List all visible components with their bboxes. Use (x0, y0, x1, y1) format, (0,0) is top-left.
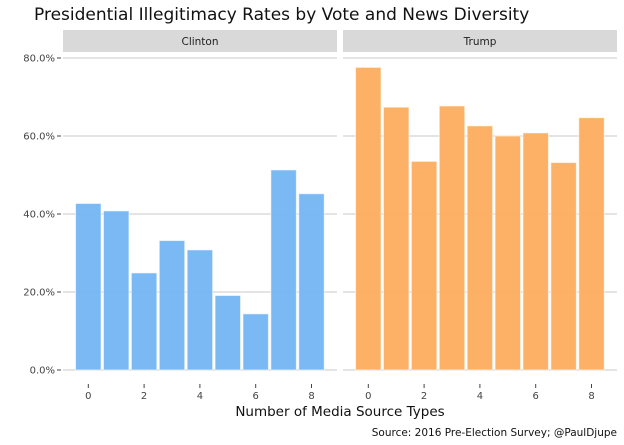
bar (382, 106, 410, 371)
x-tick-label: 4 (197, 391, 203, 402)
bar (410, 160, 438, 371)
y-tick-label: 40.0% (23, 210, 55, 221)
facet-strip-label: Clinton (181, 36, 218, 48)
bar (550, 162, 577, 371)
facet-strip-label: Trump (463, 36, 497, 48)
x-tick-label: 8 (588, 391, 594, 402)
x-tick-label: 6 (253, 391, 259, 402)
bar (130, 272, 158, 371)
chart-title: Presidential Illegitimacy Rates by Vote … (34, 5, 529, 25)
y-tick-label: 0.0% (30, 366, 55, 377)
bar (494, 135, 522, 371)
bar (102, 210, 130, 371)
bar (214, 295, 242, 371)
bar (355, 66, 382, 371)
x-tick-label: 6 (533, 391, 539, 402)
x-tick-label: 2 (421, 391, 427, 402)
y-tick-label: 60.0% (23, 132, 55, 143)
bar (578, 117, 605, 371)
bar (466, 125, 494, 371)
facet-strip (343, 30, 617, 52)
x-tick-label: 4 (477, 391, 483, 402)
bar (270, 169, 297, 371)
facet-strip (63, 30, 337, 52)
bar (186, 249, 214, 371)
x-axis-title: Number of Media Source Types (235, 404, 444, 420)
y-tick-label: 20.0% (23, 288, 55, 299)
bar (522, 132, 549, 371)
bar (438, 105, 466, 371)
bar (242, 313, 269, 371)
x-tick-label: 2 (141, 391, 147, 402)
x-tick-label: 0 (85, 391, 91, 402)
bar (158, 240, 186, 371)
x-tick-label: 8 (308, 391, 314, 402)
bar (75, 202, 102, 371)
chart-caption: Source: 2016 Pre-Election Survey; @PaulD… (372, 427, 617, 439)
x-tick-label: 0 (365, 391, 371, 402)
y-tick-label: 80.0% (23, 54, 55, 65)
bar (298, 193, 325, 371)
